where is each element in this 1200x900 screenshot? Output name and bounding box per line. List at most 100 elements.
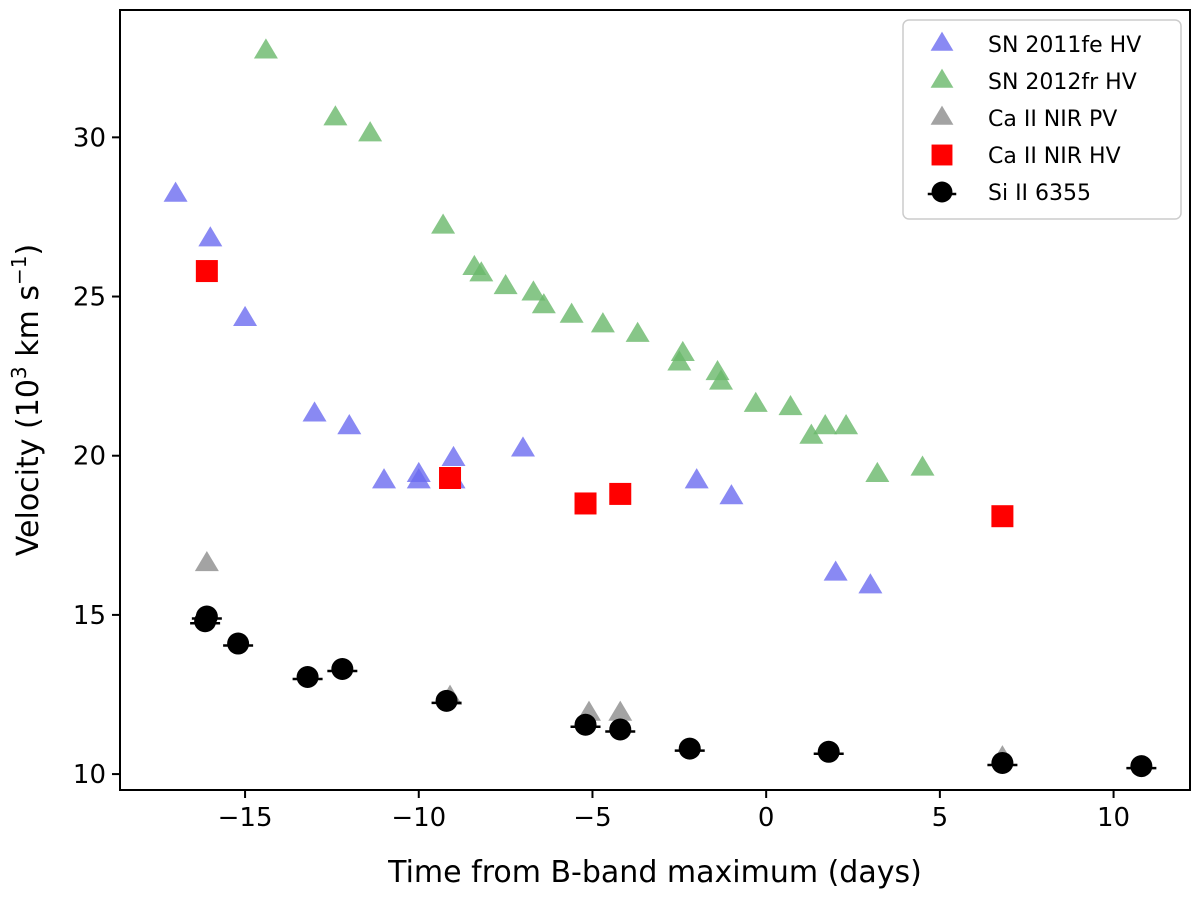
point-si-ii-6355-dot (435, 689, 458, 712)
point-sn-2012fr-hv (521, 280, 546, 301)
point-sn-2012fr-hv (590, 312, 615, 333)
point-sn-2012fr-hv (323, 105, 348, 126)
series-sn-2011fe-hv (163, 181, 883, 594)
point-si-ii-6355 (570, 713, 601, 736)
point-si-ii-6355 (987, 751, 1018, 774)
point-si-ii-6355-dot (678, 737, 701, 760)
legend-label-si-ii-6355: Si II 6355 (988, 181, 1091, 206)
y-axis-label-sup1: 3 (7, 366, 31, 379)
x-tick-label: 0 (758, 803, 775, 833)
series-sn-2012fr-hv (253, 38, 935, 482)
point-sn-2012fr-hv (778, 394, 803, 416)
point-sn-2011fe-hv (858, 573, 883, 594)
y-axis-label-mid: km s (11, 285, 46, 366)
y-tick-label: 30 (73, 123, 106, 153)
legend-item-ca-ii-nir-pv: Ca II NIR PV (930, 105, 1117, 132)
point-ca-ii-nir-hv (574, 492, 597, 515)
point-si-ii-6355-dot (1130, 755, 1153, 778)
point-sn-2011fe-hv (233, 305, 258, 326)
point-si-ii-6355-dot (991, 751, 1014, 774)
point-sn-2011fe-hv (337, 414, 362, 435)
point-sn-2012fr-hv (431, 213, 456, 234)
point-sn-2012fr-hv (358, 121, 383, 142)
legend-item-sn-2011fe-hv: SN 2011fe HV (930, 31, 1141, 58)
legend-box (902, 19, 1182, 220)
point-sn-2011fe-hv (510, 436, 535, 457)
series-ca-ii-nir-pv (194, 550, 1015, 766)
point-si-ii-6355-dot (331, 658, 354, 681)
legend-marker-si-ii-6355 (927, 181, 957, 203)
x-tick-label: −5 (573, 803, 611, 833)
point-sn-2012fr-hv (910, 455, 935, 476)
legend-marker-si-ii-6355-dot (931, 181, 953, 203)
point-si-ii-6355-dot (817, 740, 840, 763)
legend-marker-ca-ii-nir-hv (931, 144, 953, 166)
y-axis-label-sup2: −1 (7, 256, 31, 285)
point-ca-ii-nir-pv (194, 550, 219, 572)
point-si-ii-6355 (431, 689, 462, 712)
point-sn-2011fe-hv (441, 445, 466, 467)
x-tick-label: 5 (932, 803, 949, 833)
point-si-ii-6355 (1126, 755, 1157, 778)
point-sn-2012fr-hv (559, 302, 584, 323)
point-sn-2012fr-hv (469, 261, 494, 282)
point-sn-2011fe-hv (163, 181, 188, 202)
point-sn-2012fr-hv (493, 273, 518, 295)
legend: SN 2011fe HV SN 2012fr HV Ca II NIR PV Ca I… (902, 19, 1182, 220)
legend-item-sn-2012fr-hv: SN 2012fr HV (930, 68, 1137, 95)
point-sn-2011fe-hv (198, 226, 223, 247)
point-si-ii-6355 (223, 632, 254, 655)
series-ca-ii-nir-hv (195, 260, 1014, 528)
y-axis-label-suffix: ) (11, 244, 46, 256)
y-tick-label: 10 (73, 760, 106, 790)
point-si-ii-6355-dot (227, 632, 250, 655)
y-axis-label-prefix: Velocity (10 (11, 379, 46, 556)
legend-item-ca-ii-nir-hv: Ca II NIR HV (931, 144, 1121, 169)
point-sn-2012fr-hv (834, 414, 859, 435)
point-si-ii-6355-dot (574, 713, 597, 736)
point-ca-ii-nir-hv (195, 260, 218, 283)
y-tick-label: 25 (73, 283, 106, 313)
point-sn-2012fr-hv (625, 321, 650, 342)
point-si-ii-6355-dot (194, 610, 217, 633)
point-si-ii-6355 (292, 665, 323, 688)
point-sn-2012fr-hv (799, 423, 824, 444)
series-si-ii-6355 (190, 605, 1157, 778)
point-sn-2012fr-hv (743, 391, 768, 412)
point-sn-2012fr-hv (865, 461, 890, 482)
point-ca-ii-nir-hv (609, 482, 632, 505)
legend-label-ca-ii-nir-hv: Ca II NIR HV (988, 144, 1121, 169)
point-ca-ii-nir-pv (608, 700, 633, 721)
point-sn-2011fe-hv (684, 468, 709, 489)
plot-frame (119, 9, 1191, 791)
point-si-ii-6355-dot (296, 665, 319, 688)
legend-label-sn-2012fr-hv: SN 2012fr HV (988, 70, 1137, 95)
x-axis-label: Time from B-band maximum (days) (387, 855, 922, 890)
point-sn-2011fe-hv (719, 484, 744, 505)
point-sn-2011fe-hv (823, 560, 848, 581)
legend-label-sn-2011fe-hv: SN 2011fe HV (988, 33, 1141, 58)
point-sn-2012fr-hv (253, 38, 278, 59)
point-si-ii-6355 (674, 737, 705, 760)
legend-marker-ca-ii-nir-pv (930, 105, 954, 125)
data-marks (163, 38, 1157, 778)
point-si-ii-6355 (190, 610, 221, 633)
point-sn-2011fe-hv (406, 461, 431, 482)
legend-marker-sn-2011fe-hv (930, 31, 954, 51)
x-tick-label: 10 (1097, 803, 1130, 833)
axis-ticks: −15 −10 −5 0 5 10 10 15 20 25 30 (73, 123, 1130, 833)
legend-label-ca-ii-nir-pv: Ca II NIR PV (988, 107, 1117, 132)
point-ca-ii-nir-hv (439, 467, 462, 489)
point-sn-2011fe-hv (302, 401, 327, 422)
x-tick-label: −10 (391, 803, 446, 833)
point-sn-2011fe-hv (372, 468, 397, 489)
point-ca-ii-nir-hv (991, 505, 1014, 528)
point-sn-2012fr-hv (531, 293, 556, 314)
point-sn-2012fr-hv (709, 369, 734, 390)
point-sn-2012fr-hv (667, 350, 692, 371)
legend-item-si-ii-6355: Si II 6355 (927, 181, 1091, 206)
point-si-ii-6355-dot (609, 718, 632, 741)
point-si-ii-6355 (605, 718, 636, 741)
point-si-ii-6355 (813, 740, 844, 763)
